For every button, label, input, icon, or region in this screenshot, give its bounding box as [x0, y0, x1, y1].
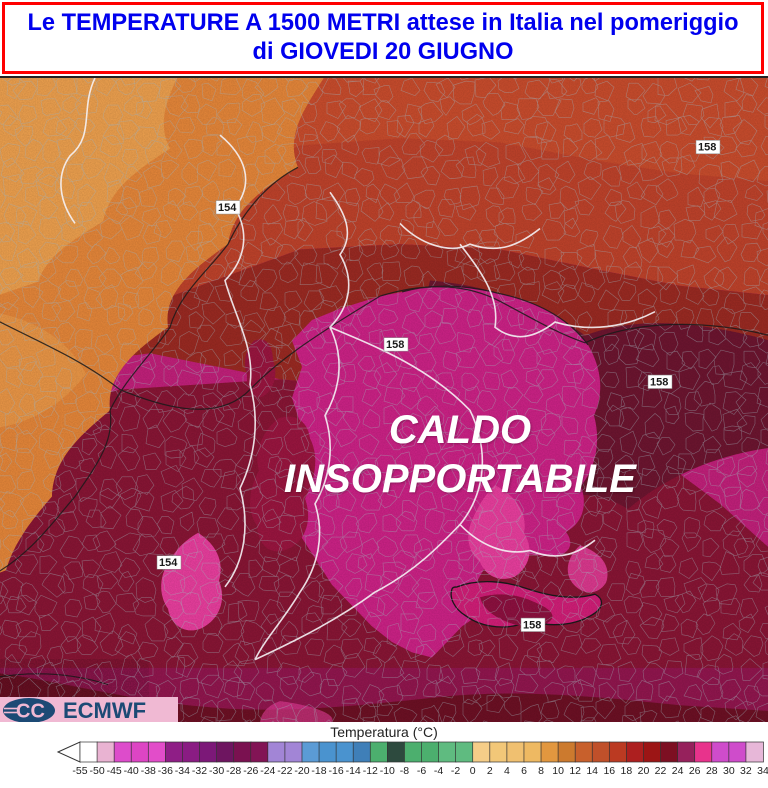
- svg-text:16: 16: [603, 765, 615, 777]
- svg-text:0: 0: [470, 765, 476, 777]
- svg-text:24: 24: [672, 765, 684, 777]
- svg-text:-30: -30: [209, 765, 224, 777]
- svg-text:-10: -10: [380, 765, 395, 777]
- svg-text:154: 154: [159, 557, 178, 569]
- svg-text:-6: -6: [417, 765, 426, 777]
- svg-text:158: 158: [698, 142, 716, 154]
- svg-text:22: 22: [655, 765, 667, 777]
- svg-text:10: 10: [552, 765, 564, 777]
- svg-text:-14: -14: [346, 765, 361, 777]
- svg-text:-12: -12: [363, 765, 378, 777]
- svg-text:-26: -26: [243, 765, 258, 777]
- svg-text:30: 30: [723, 765, 735, 777]
- svg-text:-22: -22: [277, 765, 292, 777]
- svg-text:154: 154: [218, 202, 237, 214]
- svg-text:-16: -16: [329, 765, 344, 777]
- svg-text:-34: -34: [175, 765, 190, 777]
- svg-text:34: 34: [757, 765, 768, 777]
- svg-text:-18: -18: [311, 765, 326, 777]
- svg-text:-4: -4: [434, 765, 443, 777]
- svg-text:8: 8: [538, 765, 544, 777]
- svg-text:158: 158: [386, 339, 404, 351]
- svg-text:-8: -8: [400, 765, 409, 777]
- svg-text:-28: -28: [226, 765, 241, 777]
- svg-text:6: 6: [521, 765, 527, 777]
- svg-text:18: 18: [621, 765, 633, 777]
- svg-text:-38: -38: [141, 765, 156, 777]
- svg-text:158: 158: [650, 376, 668, 388]
- svg-text:-40: -40: [124, 765, 139, 777]
- svg-text:26: 26: [689, 765, 701, 777]
- svg-text:-50: -50: [90, 765, 105, 777]
- svg-text:28: 28: [706, 765, 718, 777]
- svg-text:ECMWF: ECMWF: [63, 698, 146, 723]
- svg-text:-24: -24: [260, 765, 275, 777]
- svg-text:158: 158: [523, 619, 541, 631]
- svg-text:CC: CC: [16, 701, 45, 723]
- svg-text:32: 32: [740, 765, 752, 777]
- svg-text:2: 2: [487, 765, 493, 777]
- svg-text:-32: -32: [192, 765, 207, 777]
- svg-text:14: 14: [586, 765, 598, 777]
- svg-text:-36: -36: [158, 765, 173, 777]
- svg-text:12: 12: [569, 765, 581, 777]
- svg-text:4: 4: [504, 765, 510, 777]
- svg-text:20: 20: [638, 765, 650, 777]
- svg-text:-2: -2: [451, 765, 460, 777]
- svg-text:-20: -20: [294, 765, 309, 777]
- svg-text:-55: -55: [72, 765, 87, 777]
- svg-text:-45: -45: [107, 765, 122, 777]
